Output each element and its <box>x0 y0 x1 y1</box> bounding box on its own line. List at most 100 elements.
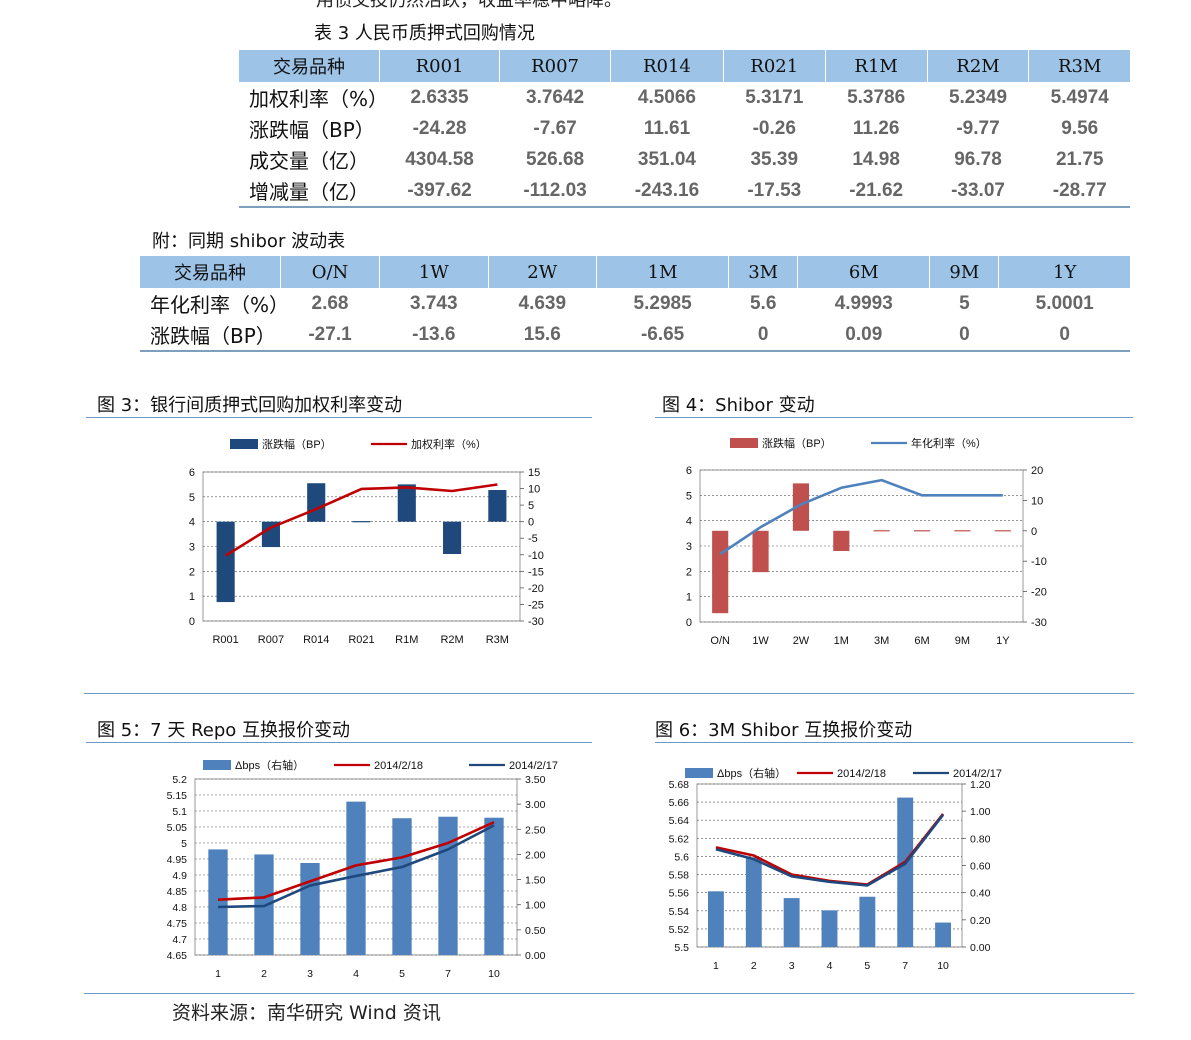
bar <box>954 530 971 532</box>
bar <box>752 530 769 573</box>
left-axis-tick-label: 5 <box>686 490 692 502</box>
x-axis-tick-label: 7 <box>902 960 908 972</box>
bar <box>443 521 462 555</box>
legend-label: 涨跌幅（BP） <box>762 436 832 450</box>
right-axis-tick-label: -10 <box>1031 556 1047 568</box>
divider <box>655 417 1133 418</box>
shibor-table-header-cell: 1Y <box>998 256 1130 288</box>
shibor-table-cell: 2.68 <box>279 288 380 319</box>
divider <box>86 417 592 418</box>
shibor-table-cell: 0 <box>998 319 1130 352</box>
right-axis-tick-label: 1.50 <box>525 875 546 887</box>
repo-table-cell: 5.4974 <box>1028 82 1130 113</box>
shibor-table-row-label: 年化利率（%） <box>150 293 290 317</box>
right-axis-tick-label: 10 <box>1031 495 1043 507</box>
bar <box>397 484 416 522</box>
repo-table-header-cell: R014 <box>610 50 724 82</box>
left-axis-tick-label: 5.6 <box>674 851 689 863</box>
shibor-table-cell: -27.1 <box>279 319 380 352</box>
shibor-table-header-cell: 1M <box>596 256 729 288</box>
divider <box>84 693 1134 694</box>
repo-table-cell: -24.28 <box>378 113 500 144</box>
repo-table-cell: 5.3171 <box>722 82 826 113</box>
shibor-table-cell: 15.6 <box>487 319 597 352</box>
left-axis-tick-label: 4 <box>686 516 692 528</box>
series-line <box>224 483 498 557</box>
legend-label: 2014/2/18 <box>837 768 886 780</box>
left-axis-tick-label: 5.64 <box>669 815 690 827</box>
repo-table-row-label: 增减量（亿） <box>239 175 380 208</box>
shibor-table-header-cell: O/N <box>279 256 380 288</box>
chart-fig3: 0 1 2 3 4 5 6 -30 -25 -20 -15 -10 -5 0 5 10 15 R001 R007 R0… <box>189 437 544 646</box>
legend-label: 2014/2/17 <box>953 768 1002 780</box>
bar <box>859 896 876 947</box>
legend-label: 2014/2/17 <box>509 760 558 772</box>
right-axis-tick-label: 1.00 <box>525 900 546 912</box>
right-axis-tick-label: -10 <box>528 550 544 562</box>
bar <box>300 862 320 955</box>
divider <box>84 993 1134 994</box>
right-axis-tick-label: 1.00 <box>970 806 991 818</box>
legend-label: 年化利率（%） <box>911 436 987 450</box>
right-axis-tick-label: 10 <box>528 484 540 496</box>
right-axis-tick-label: 3.50 <box>525 774 546 786</box>
right-axis-tick-label: 2.00 <box>525 849 546 861</box>
legend-swatch <box>730 438 758 448</box>
bar <box>792 483 810 531</box>
shibor-table-header-cell: 9M <box>929 256 999 288</box>
fig3-caption: 图 3：银行间质押式回购加权利率变动 <box>97 395 403 416</box>
shibor-table: 交易品种 O/N 1W 2W 1M 3M 6M 9M 1Y 年化利率（%） 2.68 3.743 4.… <box>140 256 1130 352</box>
left-axis-tick-label: 5.1 <box>172 806 187 818</box>
shibor-table-row: 年化利率（%） 2.68 3.743 4.639 5.2985 5.6 4.9993 5 5.0… <box>140 288 1130 319</box>
legend-label: Δbps（右轴） <box>235 758 304 772</box>
bar <box>352 521 371 523</box>
left-axis-tick-label: 5 <box>189 492 195 504</box>
shibor-table-header-cell: 2W <box>487 256 597 288</box>
right-axis-tick-label: 5 <box>528 500 534 512</box>
x-axis-tick-label: 5 <box>864 960 870 972</box>
bar <box>783 898 800 947</box>
repo-table-header-row: 交易品种 R001 R007 R014 R021 R1M R2M R3M <box>239 50 1130 82</box>
x-axis-tick-label: 3M <box>874 635 889 647</box>
repo-table-row: 加权利率（%） 2.6335 3.7642 4.5066 5.3171 5.3786 5.2… <box>239 82 1130 113</box>
bar <box>833 530 850 552</box>
x-axis-tick-label: 2W <box>793 635 810 647</box>
source-note: 资料来源：南华研究 Wind 资讯 <box>172 1002 441 1024</box>
repo-table: 交易品种 R001 R007 R014 R021 R1M R2M R3M 加权利率（%） 2.6… <box>239 50 1130 208</box>
left-axis-tick-label: 4.75 <box>167 918 188 930</box>
bar <box>216 521 235 603</box>
right-axis-tick-label: 0 <box>528 517 534 529</box>
right-axis-tick-label: 0.40 <box>970 888 991 900</box>
left-axis-tick-label: 4.65 <box>167 950 188 962</box>
repo-table-row: 涨跌幅（BP） -24.28 -7.67 11.61 -0.26 11.26 -9.77 9.… <box>239 113 1130 144</box>
shibor-table-caption: 附：同期 shibor 波动表 <box>152 231 346 252</box>
bar <box>935 922 952 947</box>
left-axis-tick-label: 2 <box>189 566 195 578</box>
left-axis-tick-label: 5.15 <box>167 790 188 802</box>
shibor-table-header-cell: 3M <box>728 256 798 288</box>
series-line <box>719 478 1003 556</box>
legend-label: Δbps（右轴） <box>717 766 786 780</box>
x-axis-tick-label: 7 <box>445 968 451 980</box>
bar <box>994 530 1011 532</box>
repo-table-cell: -243.16 <box>610 175 724 208</box>
series-line <box>715 813 945 887</box>
left-axis-tick-label: 4.9 <box>172 870 187 882</box>
x-axis-tick-label: R014 <box>303 634 329 646</box>
repo-table-cell: -397.62 <box>378 175 500 208</box>
x-axis-tick-label: 6M <box>914 635 929 647</box>
right-axis-tick-label: -5 <box>528 533 538 545</box>
repo-table-cell: 351.04 <box>610 144 724 175</box>
repo-table-cell: 526.68 <box>499 144 611 175</box>
right-axis-tick-label: 1.20 <box>970 779 991 791</box>
left-axis-tick-label: 5.68 <box>669 779 690 791</box>
legend-label: 2014/2/18 <box>374 760 423 772</box>
x-axis-tick-label: 1 <box>713 960 719 972</box>
right-axis-tick-label: 0.60 <box>970 861 991 873</box>
x-axis-tick-label: R3M <box>486 634 509 646</box>
left-axis-tick-label: 5.54 <box>669 906 690 918</box>
repo-table-cell: 9.56 <box>1028 113 1130 144</box>
legend-label: 涨跌幅（BP） <box>262 437 332 451</box>
shibor-table-row-label: 涨跌幅（BP） <box>140 319 281 352</box>
bar <box>392 818 412 955</box>
